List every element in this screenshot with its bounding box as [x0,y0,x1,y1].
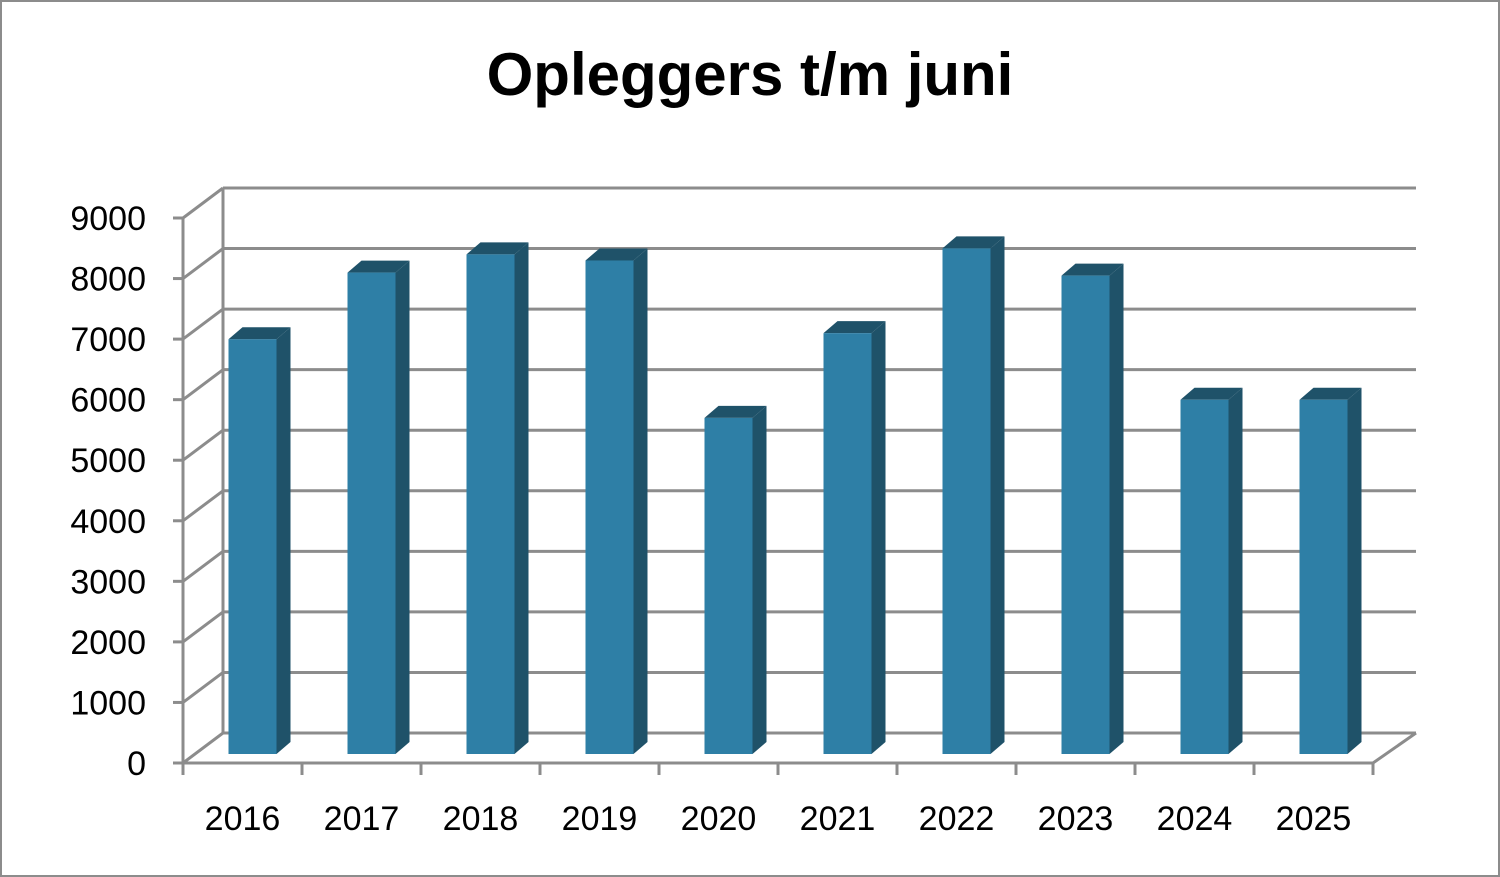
y-tick-label: 2000 [70,624,146,662]
bar-top [1180,387,1243,400]
bar-side [514,242,529,754]
bar-top [466,242,529,255]
gridline-diagonal [182,307,224,341]
x-tick-label: 2022 [919,800,995,838]
gridline-diagonal [182,368,224,401]
bar-side [395,260,410,754]
bar [1180,399,1229,754]
bar-top [347,260,410,273]
bar-top [228,327,291,340]
y-tick-label: 7000 [70,321,146,359]
y-tick-label: 5000 [70,442,146,480]
gridline-diagonal [182,671,224,704]
bar-side [871,321,886,754]
x-tick-label: 2017 [324,800,400,838]
x-tick-label: 2021 [800,800,876,838]
bar [466,254,515,754]
floor-edge [1372,731,1417,765]
bar-side [1109,263,1124,754]
x-tick-label: 2023 [1038,800,1114,838]
x-tick-label: 2024 [1157,800,1233,838]
y-tick-label: 0 [127,745,146,783]
y-tick-label: 3000 [70,563,146,601]
gridline-diagonal [182,429,224,462]
y-tick-label: 4000 [70,503,146,541]
bar [585,260,634,754]
bar-top [942,236,1005,249]
bar [704,417,753,754]
bar-top [823,321,886,334]
x-tick-label: 2025 [1276,800,1352,838]
x-tick-label: 2019 [562,800,638,838]
gridline-diagonal [182,489,224,522]
bar-side [752,405,767,754]
gridline-diagonal [182,731,224,765]
y-tick-label: 6000 [70,382,146,420]
bar-side [633,248,648,754]
gridline-diagonal [182,247,224,280]
bar-side [276,327,291,754]
y-tick-label: 8000 [70,261,146,299]
bar [823,333,872,754]
bar-top [1299,387,1362,400]
bar-top [585,248,648,261]
bar [1299,399,1348,754]
bar-side [990,236,1005,755]
bar-top [704,405,767,418]
gridline-diagonal [182,610,224,644]
bar-side [1347,387,1362,754]
bar-top [1061,263,1124,276]
y-tick-label: 9000 [70,200,146,238]
bar [942,248,991,754]
gridline-diagonal [182,550,224,583]
bar-side [1228,387,1243,754]
bar [347,272,396,754]
x-tick-label: 2016 [205,800,281,838]
chart-title: Opleggers t/m juni [486,41,1014,108]
x-tick-label: 2018 [443,800,519,838]
bar [1061,275,1110,754]
x-tick-label: 2020 [681,800,757,838]
bar [228,339,277,754]
gridline-diagonal [182,186,224,220]
y-tick-label: 1000 [70,684,146,722]
